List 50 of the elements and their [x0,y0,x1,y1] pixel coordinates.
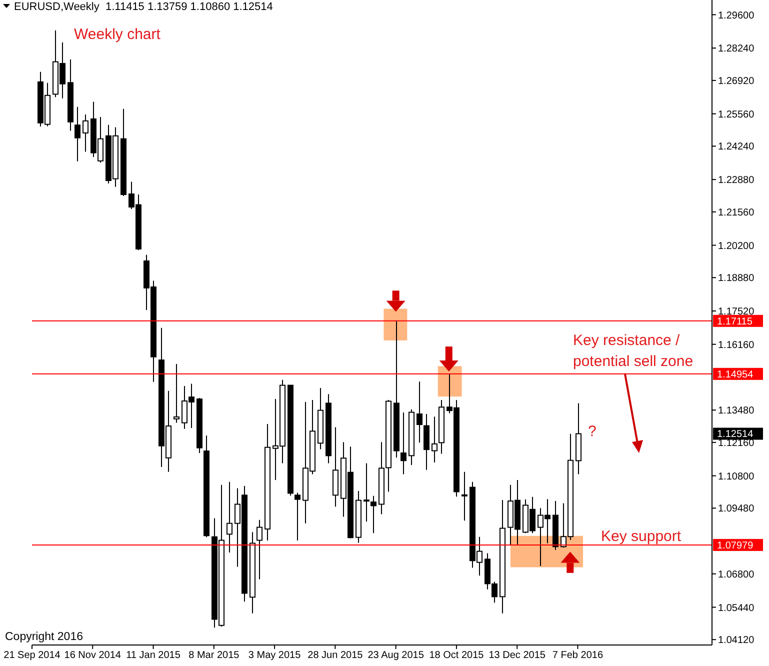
annotation: Copyright 2016 [5,631,83,643]
candlestick [226,481,232,554]
annotation: Weekly chart [74,26,162,43]
y-tick-label: 1.25560 [718,109,755,120]
y-tick-label: 1.26920 [718,76,755,87]
candlestick [424,413,430,470]
candlestick [400,412,406,475]
ref-line-label: 1.07979 [717,540,754,552]
y-tick-label: 1.05440 [718,602,755,614]
y-tick-label: 1.17520 [718,306,755,318]
x-tick-label: 21 Sep 2014 [4,650,61,662]
y-tick-label: 1.06800 [718,569,755,580]
y-tick-label: 1.10800 [718,471,755,482]
y-tick-label: 1.13480 [718,406,755,417]
y-tick-label: 1.20200 [718,240,755,252]
text: 1.12514 [717,429,754,440]
annotation: Key resistance / potential sell zone [573,332,694,370]
y-tick-label: 1.18880 [718,273,755,284]
annotation: Key support [601,528,682,545]
x-tick-label: 23 Aug 2015 [368,650,424,662]
candlestick [416,381,422,444]
y-tick-label: 1.29600 [718,10,755,22]
candlestick [364,462,370,522]
y-tick-label: 1.04120 [718,635,755,646]
y-tick-label: 1.21560 [718,207,755,218]
y-tick-label: 1.09480 [718,504,755,515]
candlestick [82,114,88,152]
candlestick [370,495,376,534]
x-tick-label: 3 May 2015 [248,650,302,662]
candlestick [174,363,180,424]
x-tick-label: 16 Nov 2014 [64,650,122,662]
candlestick [432,416,438,464]
candlestick [256,519,262,580]
ref-line-label: 1.14954 [717,369,754,380]
x-tick-label: 28 Jun 2015 [308,650,364,662]
x-tick-label: 13 Dec 2015 [488,650,546,662]
ref-line-label: 1.17115 [717,316,753,328]
y-tick-label: 1.24240 [718,142,755,153]
annotation: ? [588,423,596,440]
chart-title: EURUSD,Weekly 1.11415 1.13759 1.10860 1.12514 [14,1,273,13]
y-tick-label: 1.28240 [718,44,755,55]
x-tick-label: 7 Feb 2016 [552,650,604,662]
x-tick-label: 18 Oct 2015 [429,650,484,662]
y-tick-label: 1.16160 [718,340,755,351]
x-tick-label: 11 Jan 2015 [126,650,181,662]
y-tick-label: 1.22880 [718,175,755,186]
candlestick [462,471,468,522]
candlestick [74,106,80,162]
x-tick-label: 8 Mar 2015 [188,650,240,662]
candlestick [294,492,300,542]
